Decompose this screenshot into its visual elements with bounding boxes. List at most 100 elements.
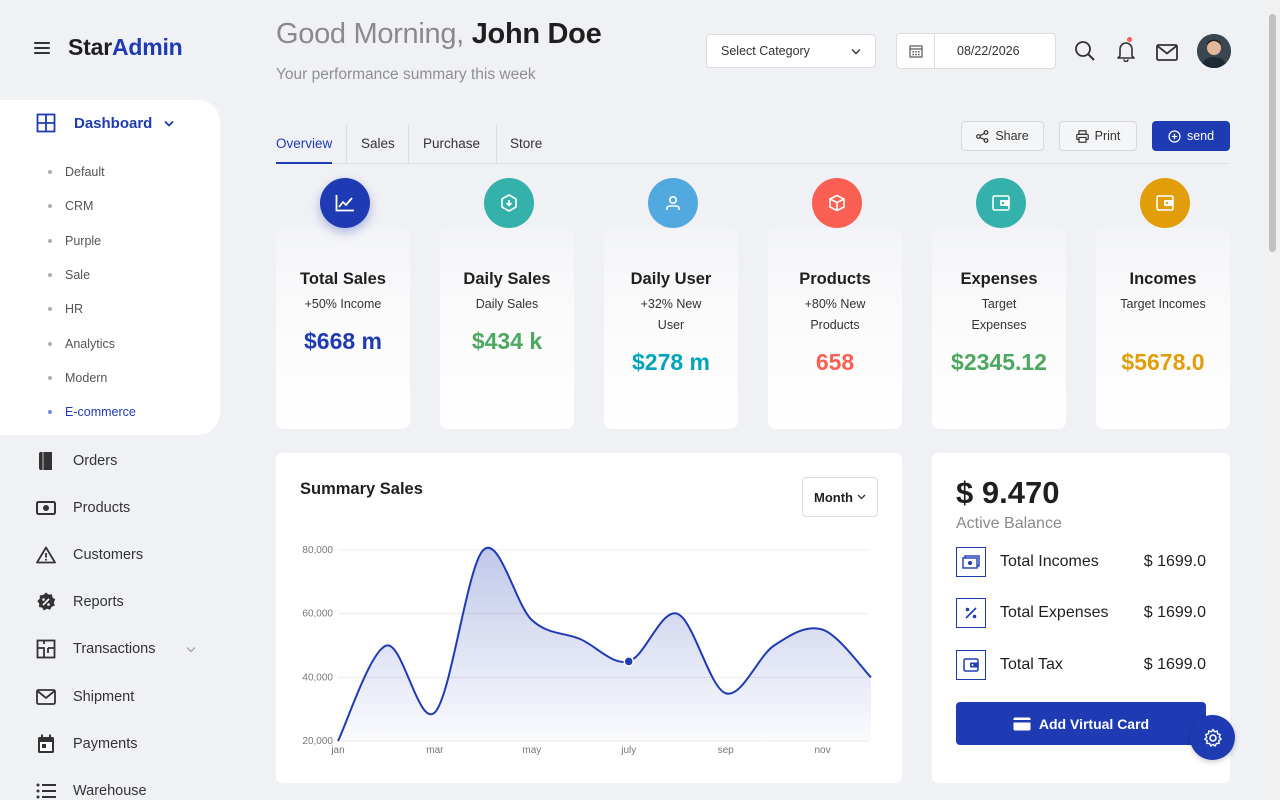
stat-subtitle: Target Incomes <box>1120 297 1206 311</box>
chevron-down-icon <box>851 48 861 54</box>
menu-toggle-icon[interactable] <box>34 41 50 54</box>
greeting-text: Good Morning, <box>276 18 464 50</box>
sidebar-subitem-purple[interactable]: Purple <box>48 224 136 258</box>
stat-title: Daily User <box>630 270 712 288</box>
gear-icon <box>1203 728 1222 747</box>
y-tick-label: 20,000 <box>302 736 333 747</box>
stat-title: Daily Sales <box>463 270 551 288</box>
avatar[interactable] <box>1197 34 1231 68</box>
money-icon <box>956 547 986 577</box>
grid-icon <box>36 113 56 133</box>
nav-label: Shipment <box>73 688 135 705</box>
share-label: Share <box>995 129 1029 143</box>
chevron-down-icon <box>857 494 866 500</box>
balance-row-value: $ 1699.0 <box>1143 553 1206 570</box>
page-scrollbar[interactable] <box>1265 0 1280 800</box>
x-tick-label: mar <box>426 745 444 756</box>
tab-store[interactable]: Store <box>510 124 542 163</box>
bullet-dot <box>48 170 52 175</box>
brand-row: StarAdmin <box>34 34 183 61</box>
nav-label: Transactions <box>73 641 156 658</box>
date-input[interactable] <box>935 44 1045 58</box>
search-icon[interactable] <box>1074 40 1096 62</box>
sidebar-item-warehouse[interactable]: Warehouse <box>36 767 196 800</box>
stat-subtitle: +80% New Products <box>804 297 866 332</box>
bullet-dot <box>48 238 52 243</box>
bullet-dot <box>48 307 52 312</box>
subitem-label: Purple <box>65 233 102 248</box>
print-button[interactable]: Print <box>1059 121 1137 151</box>
chevron-down-icon <box>186 646 196 653</box>
stat-subtitle: +50% Income <box>304 297 382 311</box>
avatar-image <box>1197 34 1231 68</box>
subitem-label: Modern <box>65 370 108 385</box>
dashboard-label: Dashboard <box>74 114 153 132</box>
warning-icon <box>36 545 56 565</box>
tab-divider <box>408 124 409 163</box>
sidebar-item-orders[interactable]: Orders <box>36 437 196 484</box>
sidebar-subitem-default[interactable]: Default <box>48 155 136 189</box>
credit-card-icon <box>1013 717 1031 730</box>
tab-label: Overview <box>276 136 333 151</box>
calendar-icon <box>36 734 56 754</box>
stat-title: Expenses <box>960 270 1038 288</box>
chart-area-fill <box>338 547 871 741</box>
bullet-dot <box>48 204 52 209</box>
settings-button[interactable] <box>1190 715 1235 760</box>
add-card-label: Add Virtual Card <box>1038 715 1150 732</box>
scrollbar-thumb[interactable] <box>1269 14 1276 252</box>
date-picker[interactable] <box>896 33 1056 69</box>
nav-label: Products <box>73 499 131 516</box>
tab-purchase[interactable]: Purchase <box>423 124 480 163</box>
category-select[interactable]: Select Category <box>706 34 876 68</box>
chevron-down-icon <box>164 120 174 127</box>
mail-icon[interactable] <box>1156 44 1178 61</box>
sidebar-item-customers[interactable]: Customers <box>36 531 196 578</box>
percent-icon <box>956 598 986 628</box>
balance-row-label: Total Incomes <box>1000 553 1099 570</box>
share-button[interactable]: Share <box>961 121 1044 151</box>
sidebar-item-transactions[interactable]: Transactions <box>36 626 196 673</box>
x-tick-label: may <box>522 745 541 756</box>
balance-label: Active Balance <box>956 515 1062 532</box>
send-label: send <box>1186 129 1215 143</box>
stat-card-total-sales: Total Sales +50% Income $668 m <box>276 228 410 429</box>
bell-icon[interactable] <box>1116 40 1136 62</box>
subitem-label: E-commerce <box>65 405 136 420</box>
chart-point-highlight[interactable] <box>623 656 634 667</box>
brand-logo[interactable]: StarAdmin <box>68 34 183 61</box>
sidebar-item-products[interactable]: Products <box>36 484 196 531</box>
wallet-icon <box>976 178 1026 228</box>
sidebar: StarAdmin Dashboard Default CRM Purple S… <box>0 0 220 800</box>
badge-percent-icon <box>36 592 56 612</box>
tab-sales[interactable]: Sales <box>361 124 395 163</box>
print-label: Print <box>1094 129 1121 143</box>
sidebar-subitem-ecommerce[interactable]: E-commerce <box>48 395 136 429</box>
sidebar-subitem-sale[interactable]: Sale <box>48 258 136 292</box>
send-button[interactable]: send <box>1152 121 1230 151</box>
sidebar-item-payments[interactable]: Payments <box>36 720 196 767</box>
add-virtual-card-button[interactable]: Add Virtual Card <box>956 702 1206 745</box>
summary-sales-title: Summary Sales <box>300 480 423 498</box>
calendar-icon[interactable] <box>897 34 935 68</box>
sidebar-item-reports[interactable]: Reports <box>36 579 196 626</box>
sidebar-subitem-crm[interactable]: CRM <box>48 189 136 223</box>
greeting-subtitle: Your performance summary this week <box>276 66 536 83</box>
stat-title: Incomes <box>1129 270 1197 288</box>
sidebar-item-shipment[interactable]: Shipment <box>36 673 196 720</box>
sidebar-item-dashboard[interactable]: Dashboard <box>36 113 174 133</box>
sales-area-chart: 80,000 60,000 40,000 20,000 jan mar may july se… <box>302 545 872 756</box>
sidebar-subitem-hr[interactable]: HR <box>48 292 136 326</box>
stat-value: 658 <box>815 349 855 375</box>
dashboard-panel: Dashboard Default CRM Purple Sale HR Ana… <box>0 100 220 435</box>
list-icon <box>36 781 56 800</box>
sidebar-subitem-modern[interactable]: Modern <box>48 361 136 395</box>
period-select[interactable]: Month <box>802 477 878 517</box>
tab-label: Purchase <box>423 136 481 151</box>
stat-subtitle: +32% New User <box>640 297 702 332</box>
dashboard-submenu: Default CRM Purple Sale HR Analytics Mod… <box>48 155 136 429</box>
brand-part-2: Admin <box>111 34 183 60</box>
tab-overview[interactable]: Overview <box>276 124 333 164</box>
user-name: John Doe <box>471 18 602 50</box>
sidebar-subitem-analytics[interactable]: Analytics <box>48 326 136 360</box>
